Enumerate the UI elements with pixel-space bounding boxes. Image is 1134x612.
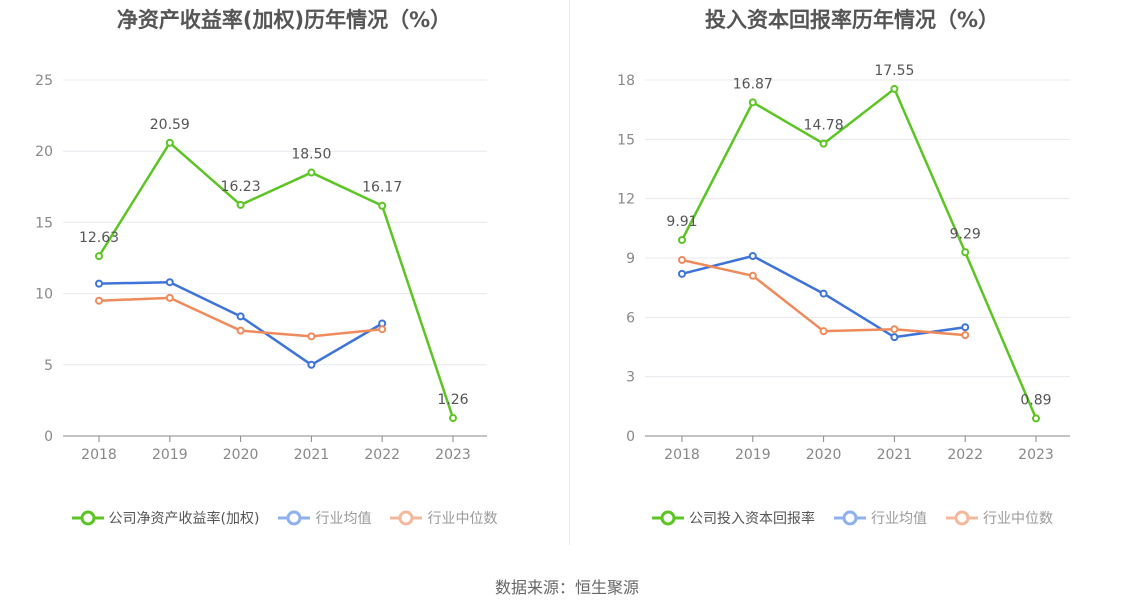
roe-series-line-company: [97, 141, 455, 419]
data-source-note: 数据来源：恒生聚源: [494, 578, 639, 597]
roe-chart-legend: 公司净资产收益率(加权) 行业均值 行业中位数: [0, 508, 568, 528]
roic-data-label: 14.78: [804, 118, 844, 134]
roic-point-avg[interactable]: [961, 323, 970, 332]
roic-y-tick-label: 3: [626, 370, 635, 386]
roic-x-tick-label: 2019: [735, 447, 771, 463]
roic-chart-panel: 投入资本回报率历年情况（%） 0 3 6 9 12 15 18 2018 2019 2020 202…: [570, 0, 1134, 545]
legend-swatch-company-icon: [652, 510, 684, 526]
roic-point-median[interactable]: [819, 327, 828, 336]
roic-chart-title: 投入资本回报率历年情况（%）: [704, 8, 1000, 32]
roe-x-tick-label: 2019: [152, 447, 188, 463]
roic-data-label: 9.91: [666, 214, 697, 230]
roe-series-line-avg: [98, 280, 383, 367]
roic-point-company[interactable]: [819, 139, 828, 148]
roe-x-tick-label: 2021: [294, 447, 330, 463]
roe-data-label: 16.23: [221, 179, 261, 195]
legend-label-company-roic: 公司投入资本回报率: [689, 511, 815, 527]
roe-y-tick-label: 15: [35, 215, 53, 231]
roe-data-label: 12.63: [79, 230, 119, 246]
roe-y-tick-label: 0: [44, 429, 53, 445]
legend-item-company-roe[interactable]: 公司净资产收益率(加权): [71, 508, 260, 528]
roe-point-median[interactable]: [95, 296, 103, 305]
roe-y-tick-label: 25: [35, 73, 53, 89]
roic-series-line-company: [680, 87, 1038, 419]
roe-point-median[interactable]: [307, 332, 316, 341]
roe-point-median[interactable]: [236, 326, 245, 335]
roe-point-company[interactable]: [95, 252, 103, 261]
roe-y-tick-label: 10: [35, 287, 53, 303]
roic-point-avg[interactable]: [678, 269, 686, 278]
legend-swatch-company-icon: [71, 510, 104, 526]
roic-point-company[interactable]: [678, 236, 686, 245]
legend-item-industry-median-roic[interactable]: 行业中位数: [945, 508, 1053, 528]
roic-point-median[interactable]: [678, 255, 686, 264]
roe-point-company[interactable]: [449, 414, 457, 423]
legend-item-industry-avg-roe[interactable]: 行业均值: [277, 508, 371, 528]
roe-chart-panel: 净资产收益率(加权)历年情况（%） 0 5 10 15 20 25 2018 2019 2020…: [0, 0, 568, 545]
legend-label-industry-median-roic: 行业中位数: [983, 511, 1053, 527]
roic-y-tick-label: 18: [617, 73, 635, 89]
roe-y-tick-label: 20: [35, 144, 53, 160]
legend-item-industry-avg-roic[interactable]: 行业均值: [833, 508, 927, 528]
roic-y-tick-label: 0: [626, 429, 635, 445]
roic-chart-plot: 0 3 6 9 12 15 18 2018 2019 2020 2021 2022 2023 9.91 16…: [617, 63, 1070, 463]
roe-point-avg[interactable]: [236, 312, 245, 321]
roe-x-tick-label: 2018: [81, 447, 117, 463]
roe-x-tick-label: 2023: [435, 447, 471, 463]
roe-point-median[interactable]: [378, 325, 387, 334]
roe-point-median[interactable]: [165, 293, 174, 302]
roic-point-median[interactable]: [890, 325, 899, 334]
roic-x-tick-label: 2020: [806, 447, 842, 463]
legend-item-company-roic[interactable]: 公司投入资本回报率: [651, 508, 815, 528]
legend-swatch-avg-icon: [278, 510, 311, 526]
roic-x-tick-label: 2022: [947, 447, 983, 463]
panel-divider: [569, 0, 570, 545]
roe-point-company[interactable]: [378, 201, 387, 210]
roic-data-label: 17.55: [874, 63, 914, 79]
roic-y-tick-label: 9: [626, 251, 635, 267]
roic-x-tick-label: 2023: [1018, 447, 1054, 463]
roic-y-tick-label: 15: [617, 132, 635, 148]
roe-chart-title: 净资产收益率(加权)历年情况（%）: [116, 8, 452, 32]
roe-point-company[interactable]: [307, 168, 316, 177]
roe-data-label: 16.17: [362, 180, 402, 196]
roic-x-tick-label: 2018: [664, 447, 700, 463]
legend-label-company-roe: 公司净资产收益率(加权): [108, 511, 260, 527]
roic-point-company[interactable]: [890, 84, 899, 93]
roe-point-company[interactable]: [165, 138, 174, 147]
roic-point-median[interactable]: [748, 271, 757, 280]
roe-point-avg[interactable]: [165, 278, 174, 287]
roic-point-company[interactable]: [1032, 414, 1040, 423]
legend-item-industry-median-roe[interactable]: 行业中位数: [389, 508, 497, 528]
roe-data-label: 20.59: [150, 117, 190, 133]
legend-label-industry-median-roe: 行业中位数: [427, 511, 498, 527]
roic-point-company[interactable]: [748, 98, 757, 107]
roe-point-company[interactable]: [236, 200, 245, 209]
roe-point-avg[interactable]: [307, 360, 316, 369]
roe-x-tick-label: 2020: [223, 447, 259, 463]
roic-point-median[interactable]: [961, 331, 970, 340]
roe-point-avg[interactable]: [95, 279, 103, 288]
legend-label-industry-avg-roe: 行业均值: [315, 511, 372, 527]
roic-point-avg[interactable]: [890, 333, 899, 342]
roe-chart-plot: 0 5 10 15 20 25 2018 2019 2020 2021 2022 2023 12.63 2…: [35, 73, 487, 463]
roic-point-avg[interactable]: [819, 289, 828, 298]
roe-x-tick-label: 2022: [364, 447, 400, 463]
roic-data-label: 16.87: [733, 76, 773, 92]
roic-point-company[interactable]: [961, 248, 970, 257]
roic-y-tick-label: 6: [626, 310, 635, 326]
roic-data-label: 9.29: [950, 226, 981, 242]
legend-label-industry-avg-roic: 行业均值: [871, 511, 927, 527]
legend-swatch-avg-icon: [834, 510, 866, 526]
roic-point-avg[interactable]: [748, 252, 757, 261]
legend-swatch-median-icon: [946, 510, 978, 526]
roic-chart-legend: 公司投入资本回报率 行业均值 行业中位数: [570, 508, 1134, 528]
roic-x-tick-label: 2021: [877, 447, 913, 463]
roe-y-tick-label: 5: [44, 358, 53, 374]
roe-data-label: 1.26: [437, 392, 468, 408]
roe-data-label: 18.50: [291, 147, 331, 163]
legend-swatch-median-icon: [390, 510, 423, 526]
roic-data-label: 0.89: [1020, 392, 1051, 408]
roic-y-tick-label: 12: [617, 192, 635, 208]
